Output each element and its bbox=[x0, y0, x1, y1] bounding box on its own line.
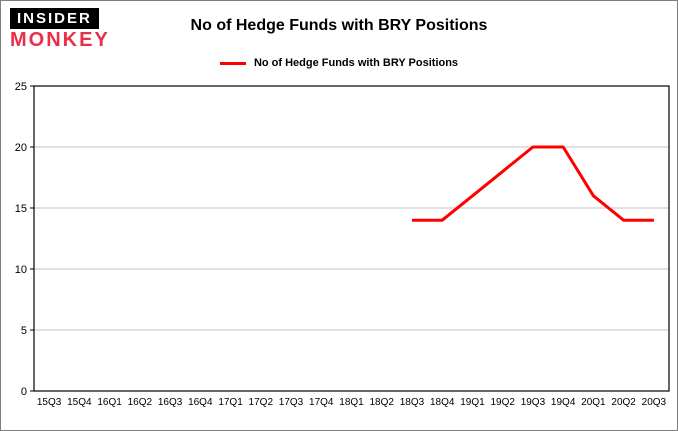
x-tick-label: 19Q3 bbox=[521, 397, 546, 408]
x-tick-label: 17Q2 bbox=[249, 397, 274, 408]
x-tick-label: 20Q2 bbox=[611, 397, 636, 408]
logo-insider-text: INSIDER bbox=[10, 8, 99, 29]
series-line bbox=[412, 145, 654, 222]
chart-legend: No of Hedge Funds with BRY Positions bbox=[1, 57, 677, 69]
y-tick-label: 20 bbox=[15, 142, 27, 154]
y-tick-label: 15 bbox=[15, 203, 27, 215]
plot-border bbox=[33, 85, 670, 392]
x-tick-label: 18Q2 bbox=[370, 397, 395, 408]
x-tick-label: 19Q4 bbox=[551, 397, 576, 408]
x-tick-label: 20Q3 bbox=[642, 397, 667, 408]
legend-line-swatch bbox=[219, 61, 246, 65]
x-tick-label: 18Q4 bbox=[430, 397, 455, 408]
insider-monkey-logo: INSIDER MONKEY bbox=[10, 8, 110, 50]
x-tick-label: 17Q1 bbox=[218, 397, 243, 408]
x-tick-label: 17Q4 bbox=[309, 397, 334, 408]
y-tick-label: 5 bbox=[21, 325, 27, 337]
y-tick-label: 0 bbox=[21, 386, 27, 398]
x-tick-label: 17Q3 bbox=[279, 397, 304, 408]
x-tick-label: 16Q3 bbox=[158, 397, 183, 408]
x-tick-label: 16Q1 bbox=[97, 397, 122, 408]
x-tick-label: 19Q1 bbox=[460, 397, 485, 408]
x-tick-label: 18Q1 bbox=[339, 397, 364, 408]
legend-label: No of Hedge Funds with BRY Positions bbox=[253, 57, 459, 69]
x-tick-label: 15Q4 bbox=[67, 397, 92, 408]
x-tick-label: 16Q4 bbox=[188, 397, 213, 408]
x-tick-label: 18Q3 bbox=[400, 397, 425, 408]
chart-svg: 0 5 10 15 20 25 15Q3 15Q4 16Q1 16Q2 16Q3 16Q4 17Q1 17… bbox=[15, 81, 670, 408]
logo-monkey-text: MONKEY bbox=[10, 29, 110, 51]
x-tick-label: 19Q2 bbox=[490, 397, 515, 408]
x-tick-label: 20Q1 bbox=[581, 397, 606, 408]
y-tick-label: 25 bbox=[15, 81, 27, 93]
chart-title: No of Hedge Funds with BRY Positions bbox=[190, 17, 488, 34]
x-tick-label: 15Q3 bbox=[37, 397, 62, 408]
y-tick-label: 10 bbox=[15, 264, 27, 276]
x-tick-label: 16Q2 bbox=[128, 397, 153, 408]
